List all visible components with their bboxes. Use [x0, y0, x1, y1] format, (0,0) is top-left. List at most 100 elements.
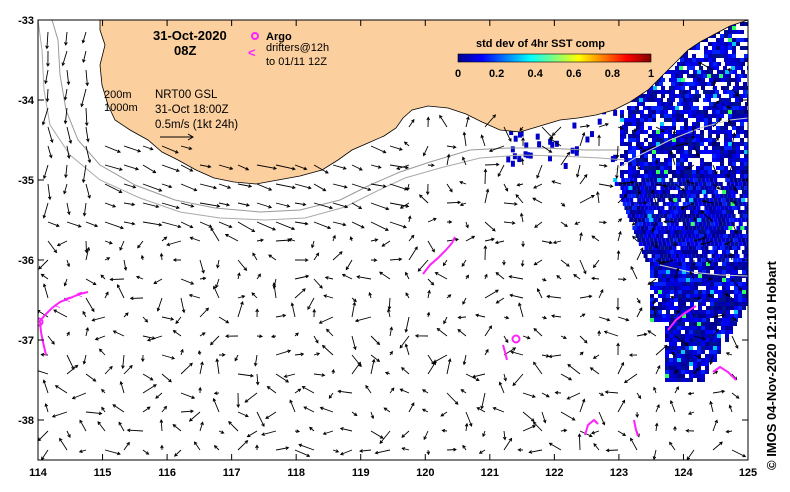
sst-cell	[632, 206, 637, 210]
current-arrow	[275, 202, 291, 208]
sst-cell	[537, 141, 542, 148]
sst-cell	[729, 218, 734, 222]
sst-cell	[693, 354, 697, 358]
current-arrow	[237, 373, 255, 378]
sst-cell	[696, 118, 700, 122]
sst-cell	[706, 230, 710, 234]
sst-cell	[743, 254, 748, 258]
sst-cell	[701, 362, 705, 366]
sst-cell	[690, 286, 694, 290]
current-arrow	[213, 391, 220, 396]
sst-cell	[632, 134, 636, 138]
sst-cell	[720, 110, 724, 114]
current-arrow	[104, 365, 113, 375]
sst-cell	[665, 334, 669, 338]
current-arrow	[180, 297, 186, 314]
sst-cell	[697, 330, 701, 334]
sst-cell	[704, 246, 709, 250]
current-arrow	[199, 307, 210, 318]
sst-cell	[735, 66, 739, 70]
sst-cell	[690, 282, 694, 286]
current-arrow	[401, 447, 410, 451]
sst-cell	[655, 194, 660, 198]
sst-cell	[709, 94, 713, 98]
sst-cell	[682, 306, 686, 310]
sst-cell	[646, 202, 651, 206]
sst-cell	[688, 150, 692, 154]
sst-cell	[682, 190, 686, 194]
sst-cell	[648, 166, 652, 170]
sst-cell	[725, 218, 730, 222]
sst-cell	[687, 194, 692, 198]
sst-cell	[696, 226, 701, 230]
current-arrow	[492, 406, 505, 413]
current-arrow	[308, 426, 315, 432]
sst-cell	[700, 142, 704, 146]
current-arrow	[351, 361, 361, 375]
sst-cell	[724, 150, 728, 154]
current-arrow	[312, 308, 317, 318]
sst-cell	[628, 146, 632, 150]
sst-cell	[642, 210, 646, 214]
drifter-legend-label-2: to 01/11 12Z	[266, 56, 327, 68]
sst-cell	[697, 350, 701, 354]
sst-cell	[712, 138, 716, 142]
sst-cell	[655, 214, 660, 218]
sst-cell	[717, 78, 721, 82]
sst-cell	[665, 102, 669, 106]
sst-cell	[709, 350, 713, 354]
sst-cell	[644, 114, 648, 118]
sst-cell	[733, 178, 738, 182]
sst-cell	[713, 86, 717, 90]
sst-cell	[637, 218, 642, 222]
sst-cell	[746, 302, 748, 306]
sst-cell	[672, 146, 676, 150]
current-arrow	[370, 238, 379, 242]
sst-cell	[705, 238, 710, 242]
sst-cell	[736, 130, 740, 134]
sst-cell	[640, 118, 644, 122]
sst-cell	[706, 222, 711, 226]
sst-cell	[689, 94, 693, 98]
current-arrow	[81, 31, 87, 44]
current-arrow	[275, 349, 292, 356]
sst-cell	[632, 162, 636, 166]
sst-cell	[710, 306, 714, 310]
sst-cell	[687, 90, 691, 94]
sst-cell	[732, 142, 736, 146]
sst-cell	[660, 166, 664, 170]
sst-cell	[627, 194, 632, 198]
current-arrow	[533, 361, 543, 375]
current-arrow	[520, 259, 525, 268]
sst-cell	[725, 178, 730, 182]
current-arrow	[94, 335, 106, 341]
sst-cell	[677, 354, 681, 358]
current-arrow	[319, 406, 334, 413]
sst-cell	[620, 142, 624, 146]
sst-cell	[727, 106, 731, 110]
sst-cell	[693, 178, 698, 182]
current-arrow	[439, 114, 448, 128]
sst-cell	[699, 82, 703, 86]
current-arrow	[104, 257, 111, 261]
sst-cell	[701, 322, 705, 326]
current-arrow	[636, 183, 642, 195]
sst-cell	[700, 246, 705, 250]
current-arrow	[47, 126, 54, 144]
sst-cell	[692, 146, 696, 150]
sst-cell	[705, 330, 709, 334]
sst-cell	[697, 70, 701, 74]
sst-cell	[693, 198, 698, 202]
current-arrow	[345, 259, 353, 271]
current-arrow	[541, 315, 548, 320]
current-arrow	[503, 126, 512, 142]
sst-cell	[704, 46, 708, 50]
sst-cell	[658, 190, 662, 194]
sst-cell	[694, 202, 699, 206]
sst-cell	[620, 174, 624, 178]
sst-cell	[662, 278, 666, 282]
current-arrow	[497, 164, 505, 178]
sst-cell	[725, 322, 729, 326]
sst-cell	[691, 214, 696, 218]
current-arrow	[313, 164, 329, 174]
